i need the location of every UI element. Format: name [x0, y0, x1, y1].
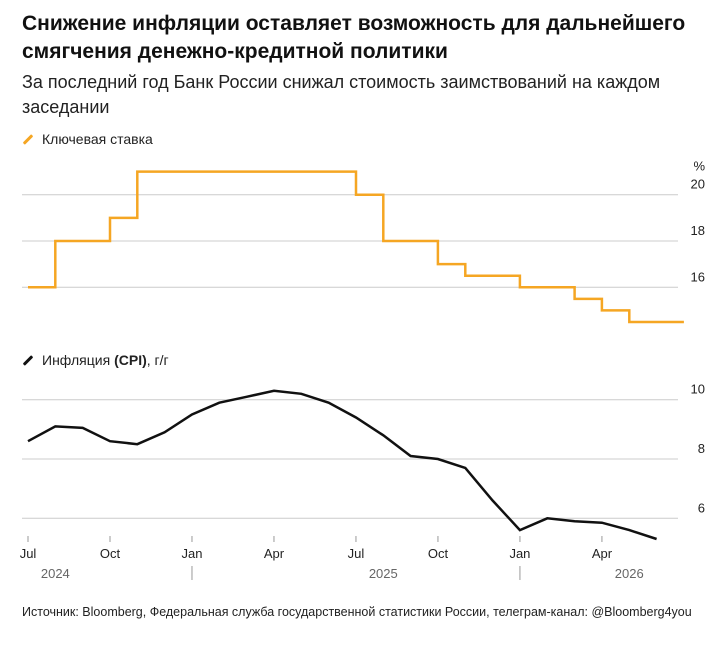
rate-ytick-label: 16 [691, 269, 705, 284]
x-year-label: 2025 [369, 566, 398, 581]
x-tick-label: Oct [428, 546, 449, 561]
chart-title: Снижение инфляции оставляет возможность … [22, 12, 686, 63]
rate-series-line [28, 170, 684, 324]
cpi-series-line [27, 389, 657, 541]
x-tick-label: Apr [264, 546, 285, 561]
x-tick-label: Jan [509, 546, 530, 561]
rate-ytick-label: 18 [691, 223, 705, 238]
cpi-ytick-label: 8 [698, 441, 705, 456]
cpi-ytick-label: 6 [698, 500, 705, 515]
cpi-ytick-label: 10 [691, 382, 705, 397]
x-year-label: 2024 [41, 566, 70, 581]
rate-yunit: % [693, 159, 705, 174]
x-tick-label: Apr [592, 546, 613, 561]
rate-panel: 16 18 20% [22, 159, 705, 324]
x-tick-label: Jan [181, 546, 202, 561]
legend-cpi-label: Инфляция (CPI), г/г [42, 352, 169, 368]
x-year-label: 2026 [615, 566, 644, 581]
x-tick-label: Oct [100, 546, 121, 561]
x-tick-label: Jul [348, 546, 365, 561]
legend-rate: Ключевая ставка [22, 131, 153, 147]
legend-rate-label: Ключевая ставка [42, 131, 153, 147]
legend-cpi: Инфляция (CPI), г/г [22, 352, 169, 368]
source-note: Источник: Bloomberg, Федеральная служба … [22, 605, 692, 619]
rate-ytick-label: 20 [691, 177, 705, 192]
x-tick-label: Jul [20, 546, 37, 561]
x-axis: Jul Oct Jan Apr Jul Oct Jan Apr 2024 2025 2026 [20, 536, 644, 581]
chart-subtitle: За последний год Банк России снижал стои… [22, 72, 661, 117]
cpi-panel: 6 8 10 [22, 382, 705, 541]
